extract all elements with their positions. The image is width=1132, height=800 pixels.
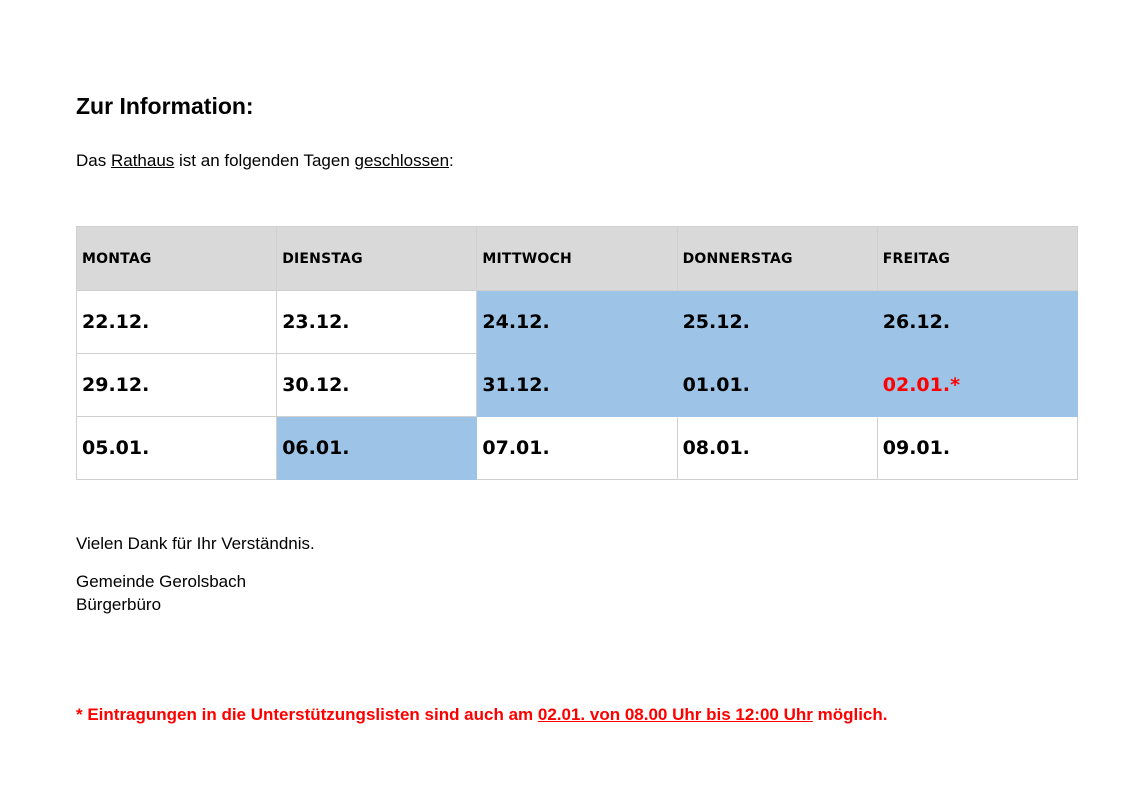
intro-text: Das Rathaus ist an folgenden Tagen gesch… <box>76 150 454 172</box>
intro-rathaus: Rathaus <box>110 151 175 170</box>
column-header-montag: MONTAG <box>75 226 278 291</box>
date-cell-closed: 01.01. <box>676 353 878 417</box>
table-row: 05.01. 06.01. 07.01. 08.01. 09.01. <box>75 416 1079 480</box>
date-cell: 22.12. <box>75 290 278 354</box>
footnote: * Eintragungen in die Unterstützungslist… <box>76 704 887 726</box>
date-cell: 08.01. <box>676 416 878 480</box>
table-row: 29.12. 30.12. 31.12. 01.01. 02.01.* <box>75 353 1079 417</box>
table-header-row: MONTAG DIENSTAG MITTWOCH DONNERSTAG FREI… <box>75 226 1079 291</box>
column-header-dienstag: DIENSTAG <box>276 226 478 291</box>
intro-part-3: : <box>449 151 454 170</box>
date-cell-closed: 24.12. <box>476 290 678 354</box>
date-cell: 30.12. <box>276 353 478 417</box>
intro-part-2: ist an folgenden Tagen <box>174 151 355 170</box>
signature-line-1: Gemeinde Gerolsbach <box>76 572 247 591</box>
page-heading: Zur Information: <box>76 93 254 119</box>
date-cell-closed: 06.01. <box>276 416 478 480</box>
column-header-donnerstag: DONNERSTAG <box>676 226 878 291</box>
footnote-part-1: * Eintragungen in die Unterstützungslist… <box>76 705 538 724</box>
date-cell-closed: 25.12. <box>676 290 878 354</box>
signature: Gemeinde Gerolsbach Bürgerbüro <box>76 570 246 616</box>
date-cell-closed: 31.12. <box>476 353 678 417</box>
thanks-text: Vielen Dank für Ihr Verständnis. <box>76 534 315 553</box>
intro-part-1: Das <box>76 151 111 170</box>
date-cell: 09.01. <box>876 416 1079 480</box>
signature-line-2: Bürgerbüro <box>76 595 162 614</box>
intro-geschlossen: geschlossen <box>354 151 450 170</box>
footnote-time: 02.01. von 08.00 Uhr bis 12:00 Uhr <box>537 705 813 724</box>
footnote-part-2: möglich. <box>812 705 888 724</box>
date-cell-closed: 26.12. <box>876 290 1079 354</box>
date-cell: 07.01. <box>476 416 678 480</box>
date-cell-closed-note: 02.01.* <box>876 353 1079 417</box>
date-cell: 29.12. <box>75 353 278 417</box>
closure-table: MONTAG DIENSTAG MITTWOCH DONNERSTAG FREI… <box>75 226 1079 480</box>
date-cell: 23.12. <box>276 290 478 354</box>
column-header-freitag: FREITAG <box>876 226 1079 291</box>
table-row: 22.12. 23.12. 24.12. 25.12. 26.12. <box>75 290 1079 354</box>
date-cell: 05.01. <box>75 416 278 480</box>
column-header-mittwoch: MITTWOCH <box>476 226 678 291</box>
